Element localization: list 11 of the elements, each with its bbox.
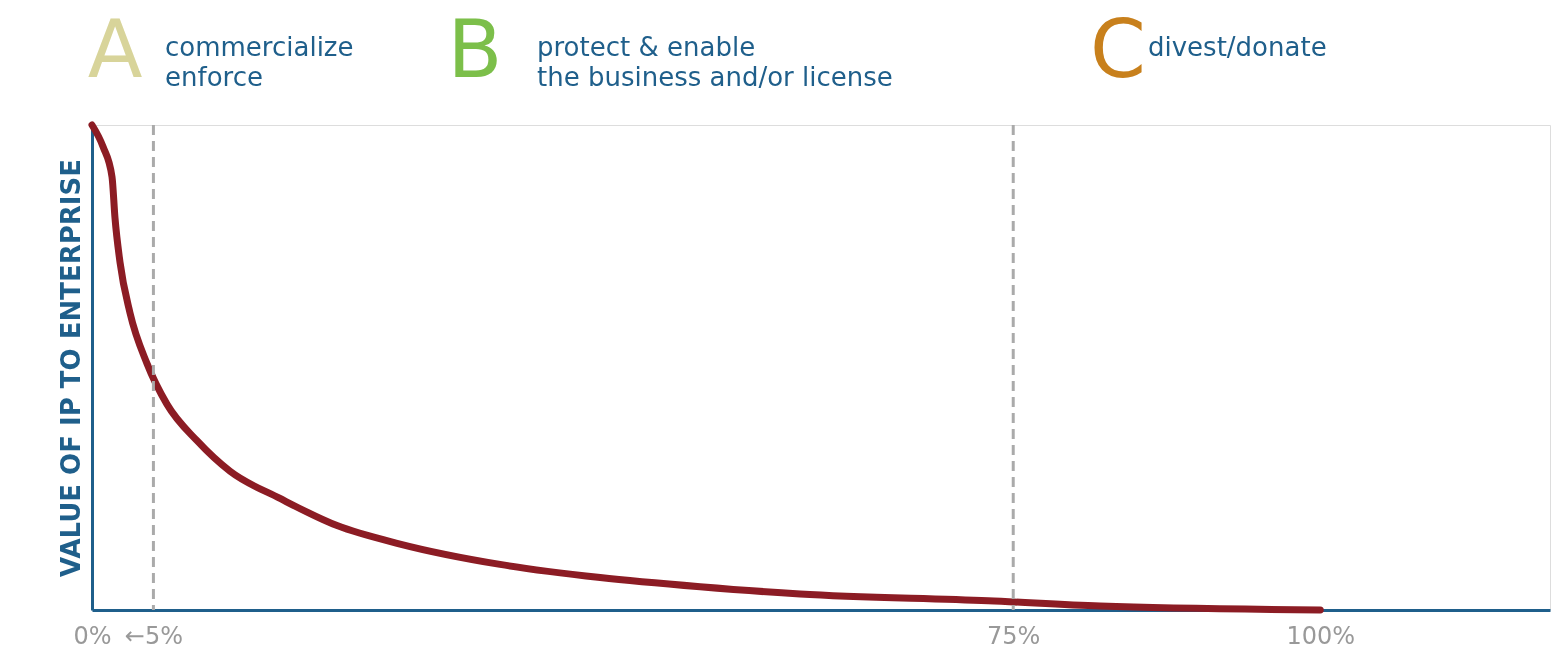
text: C [1090, 3, 1146, 96]
x-tick-label: ←5% [124, 621, 184, 650]
text: commercialize enforce [165, 32, 354, 92]
text: divest/donate [1148, 32, 1327, 62]
y-axis-title: VALUE OF IP TO ENTERPRISE [55, 159, 86, 577]
text: B [447, 3, 503, 96]
x-tick-label: 0% [73, 621, 112, 650]
text: A [87, 3, 143, 96]
text: protect & enable the business and/or license [537, 32, 893, 92]
x-tick-label: 75% [987, 621, 1041, 650]
x-tick-label: 100% [1286, 621, 1356, 650]
